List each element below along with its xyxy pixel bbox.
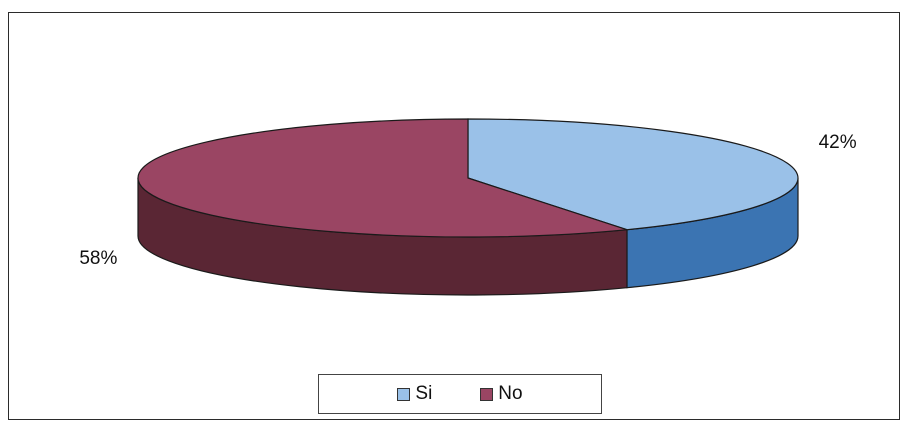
legend-swatch-no — [480, 387, 494, 401]
data-label-no: 58% — [79, 248, 117, 269]
legend: Si No — [318, 374, 602, 414]
legend-item-si: Si — [397, 383, 432, 405]
data-label-si: 42% — [819, 132, 857, 153]
chart-frame: 42% 58% Si No — [8, 12, 900, 420]
pie-slice-no — [137, 118, 628, 238]
legend-item-no: No — [480, 383, 523, 405]
pie-slice-si — [467, 118, 799, 231]
pie-tops — [137, 118, 799, 238]
legend-label-si: Si — [415, 383, 433, 404]
pie-chart: 42% 58% — [79, 118, 857, 296]
pie-labels: 42% 58% — [79, 132, 856, 269]
legend-label-no: No — [498, 383, 523, 404]
legend-swatch-si — [397, 387, 411, 401]
